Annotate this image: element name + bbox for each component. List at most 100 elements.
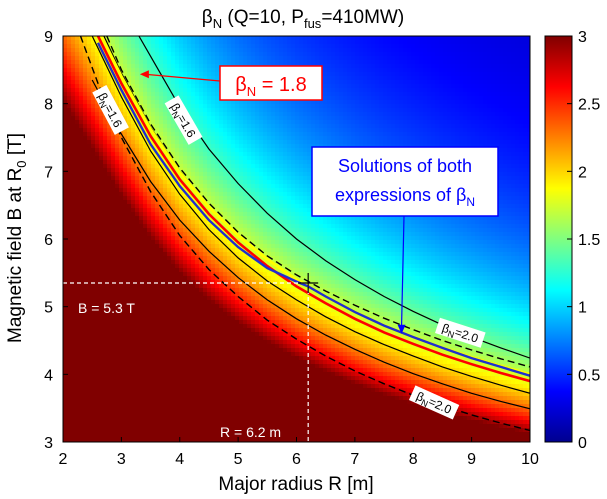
heatmap-cell <box>123 168 128 173</box>
heatmap-cell <box>115 400 120 405</box>
heatmap-cell <box>251 416 256 421</box>
heatmap-cell <box>147 232 152 237</box>
heatmap-cell <box>115 392 120 397</box>
heatmap-cell <box>79 392 84 397</box>
heatmap-cell <box>255 52 260 57</box>
heatmap-cell <box>79 420 84 425</box>
heatmap-cell <box>111 172 116 177</box>
heatmap-cell <box>219 324 224 329</box>
heatmap-cell <box>123 200 128 205</box>
heatmap-cell <box>227 256 232 261</box>
heatmap-cell <box>107 380 112 385</box>
heatmap-cell <box>155 116 160 121</box>
heatmap-cell <box>83 344 88 349</box>
heatmap-cell <box>135 80 140 85</box>
heatmap-cell <box>143 260 148 265</box>
heatmap-cell <box>115 48 120 53</box>
heatmap-cell <box>99 112 104 117</box>
heatmap-cell <box>127 180 132 185</box>
heatmap-cell <box>135 344 140 349</box>
heatmap-cell <box>175 124 180 129</box>
heatmap-cell <box>155 296 160 301</box>
heatmap-cell <box>107 416 112 421</box>
heatmap-cell <box>159 428 164 433</box>
heatmap-cell <box>127 432 132 437</box>
heatmap-cell <box>191 288 196 293</box>
heatmap-cell <box>171 388 176 393</box>
heatmap-cell <box>147 164 152 169</box>
heatmap-cell <box>183 164 188 169</box>
heatmap-cell <box>135 76 140 81</box>
heatmap-cell <box>151 400 156 405</box>
heatmap-cell <box>139 288 144 293</box>
heatmap-cell <box>151 44 156 49</box>
heatmap-cell <box>79 112 84 117</box>
heatmap-cell <box>239 104 244 109</box>
heatmap-cell <box>255 280 260 285</box>
heatmap-cell <box>163 288 168 293</box>
heatmap-cell <box>183 368 188 373</box>
heatmap-cell <box>247 316 252 321</box>
heatmap-cell <box>63 264 68 269</box>
heatmap-cell <box>139 136 144 141</box>
heatmap-cell <box>175 192 180 197</box>
heatmap-cell <box>195 52 200 57</box>
heatmap-cell <box>67 88 72 93</box>
heatmap-cell <box>139 188 144 193</box>
heatmap-cell <box>111 244 116 249</box>
heatmap-cell <box>199 160 204 165</box>
heatmap-cell <box>239 368 244 373</box>
heatmap-cell <box>131 88 136 93</box>
heatmap-cell <box>171 400 176 405</box>
heatmap-cell <box>231 368 236 373</box>
heatmap-cell <box>163 56 168 61</box>
heatmap-cell <box>199 224 204 229</box>
heatmap-cell <box>207 168 212 173</box>
heatmap-cell <box>235 308 240 313</box>
heatmap-cell <box>107 188 112 193</box>
heatmap-cell <box>183 352 188 357</box>
heatmap-cell <box>79 252 84 257</box>
heatmap-cell <box>167 48 172 53</box>
heatmap-cell <box>239 264 244 269</box>
heatmap-cell <box>135 356 140 361</box>
heatmap-cell <box>119 328 124 333</box>
heatmap-cell <box>135 212 140 217</box>
heatmap-cell <box>127 264 132 269</box>
heatmap-cell <box>215 168 220 173</box>
heatmap-cell <box>155 228 160 233</box>
heatmap-cell <box>115 328 120 333</box>
heatmap-cell <box>231 388 236 393</box>
heatmap-cell <box>107 320 112 325</box>
heatmap-cell <box>199 392 204 397</box>
heatmap-cell <box>235 112 240 117</box>
heatmap-cell <box>147 136 152 141</box>
heatmap-cell <box>219 416 224 421</box>
heatmap-cell <box>171 212 176 217</box>
heatmap-cell <box>163 208 168 213</box>
heatmap-cell <box>103 172 108 177</box>
heatmap-cell <box>147 112 152 117</box>
heatmap-cell <box>83 152 88 157</box>
heatmap-cell <box>87 104 92 109</box>
heatmap-cell <box>119 172 124 177</box>
heatmap-cell <box>67 124 72 129</box>
heatmap-cell <box>179 284 184 289</box>
heatmap-cell <box>87 228 92 233</box>
heatmap-cell <box>63 248 68 253</box>
heatmap-cell <box>91 320 96 325</box>
heatmap-cell <box>255 100 260 105</box>
heatmap-cell <box>175 308 180 313</box>
heatmap-cell <box>95 308 100 313</box>
heatmap-cell <box>95 396 100 401</box>
heatmap-cell <box>203 420 208 425</box>
heatmap-cell <box>147 196 152 201</box>
heatmap-cell <box>67 92 72 97</box>
heatmap-cell <box>243 140 248 145</box>
heatmap-cell <box>203 124 208 129</box>
heatmap-cell <box>119 180 124 185</box>
heatmap-cell <box>219 120 224 125</box>
heatmap-cell <box>123 244 128 249</box>
heatmap-cell <box>167 36 172 41</box>
heatmap-cell <box>199 356 204 361</box>
